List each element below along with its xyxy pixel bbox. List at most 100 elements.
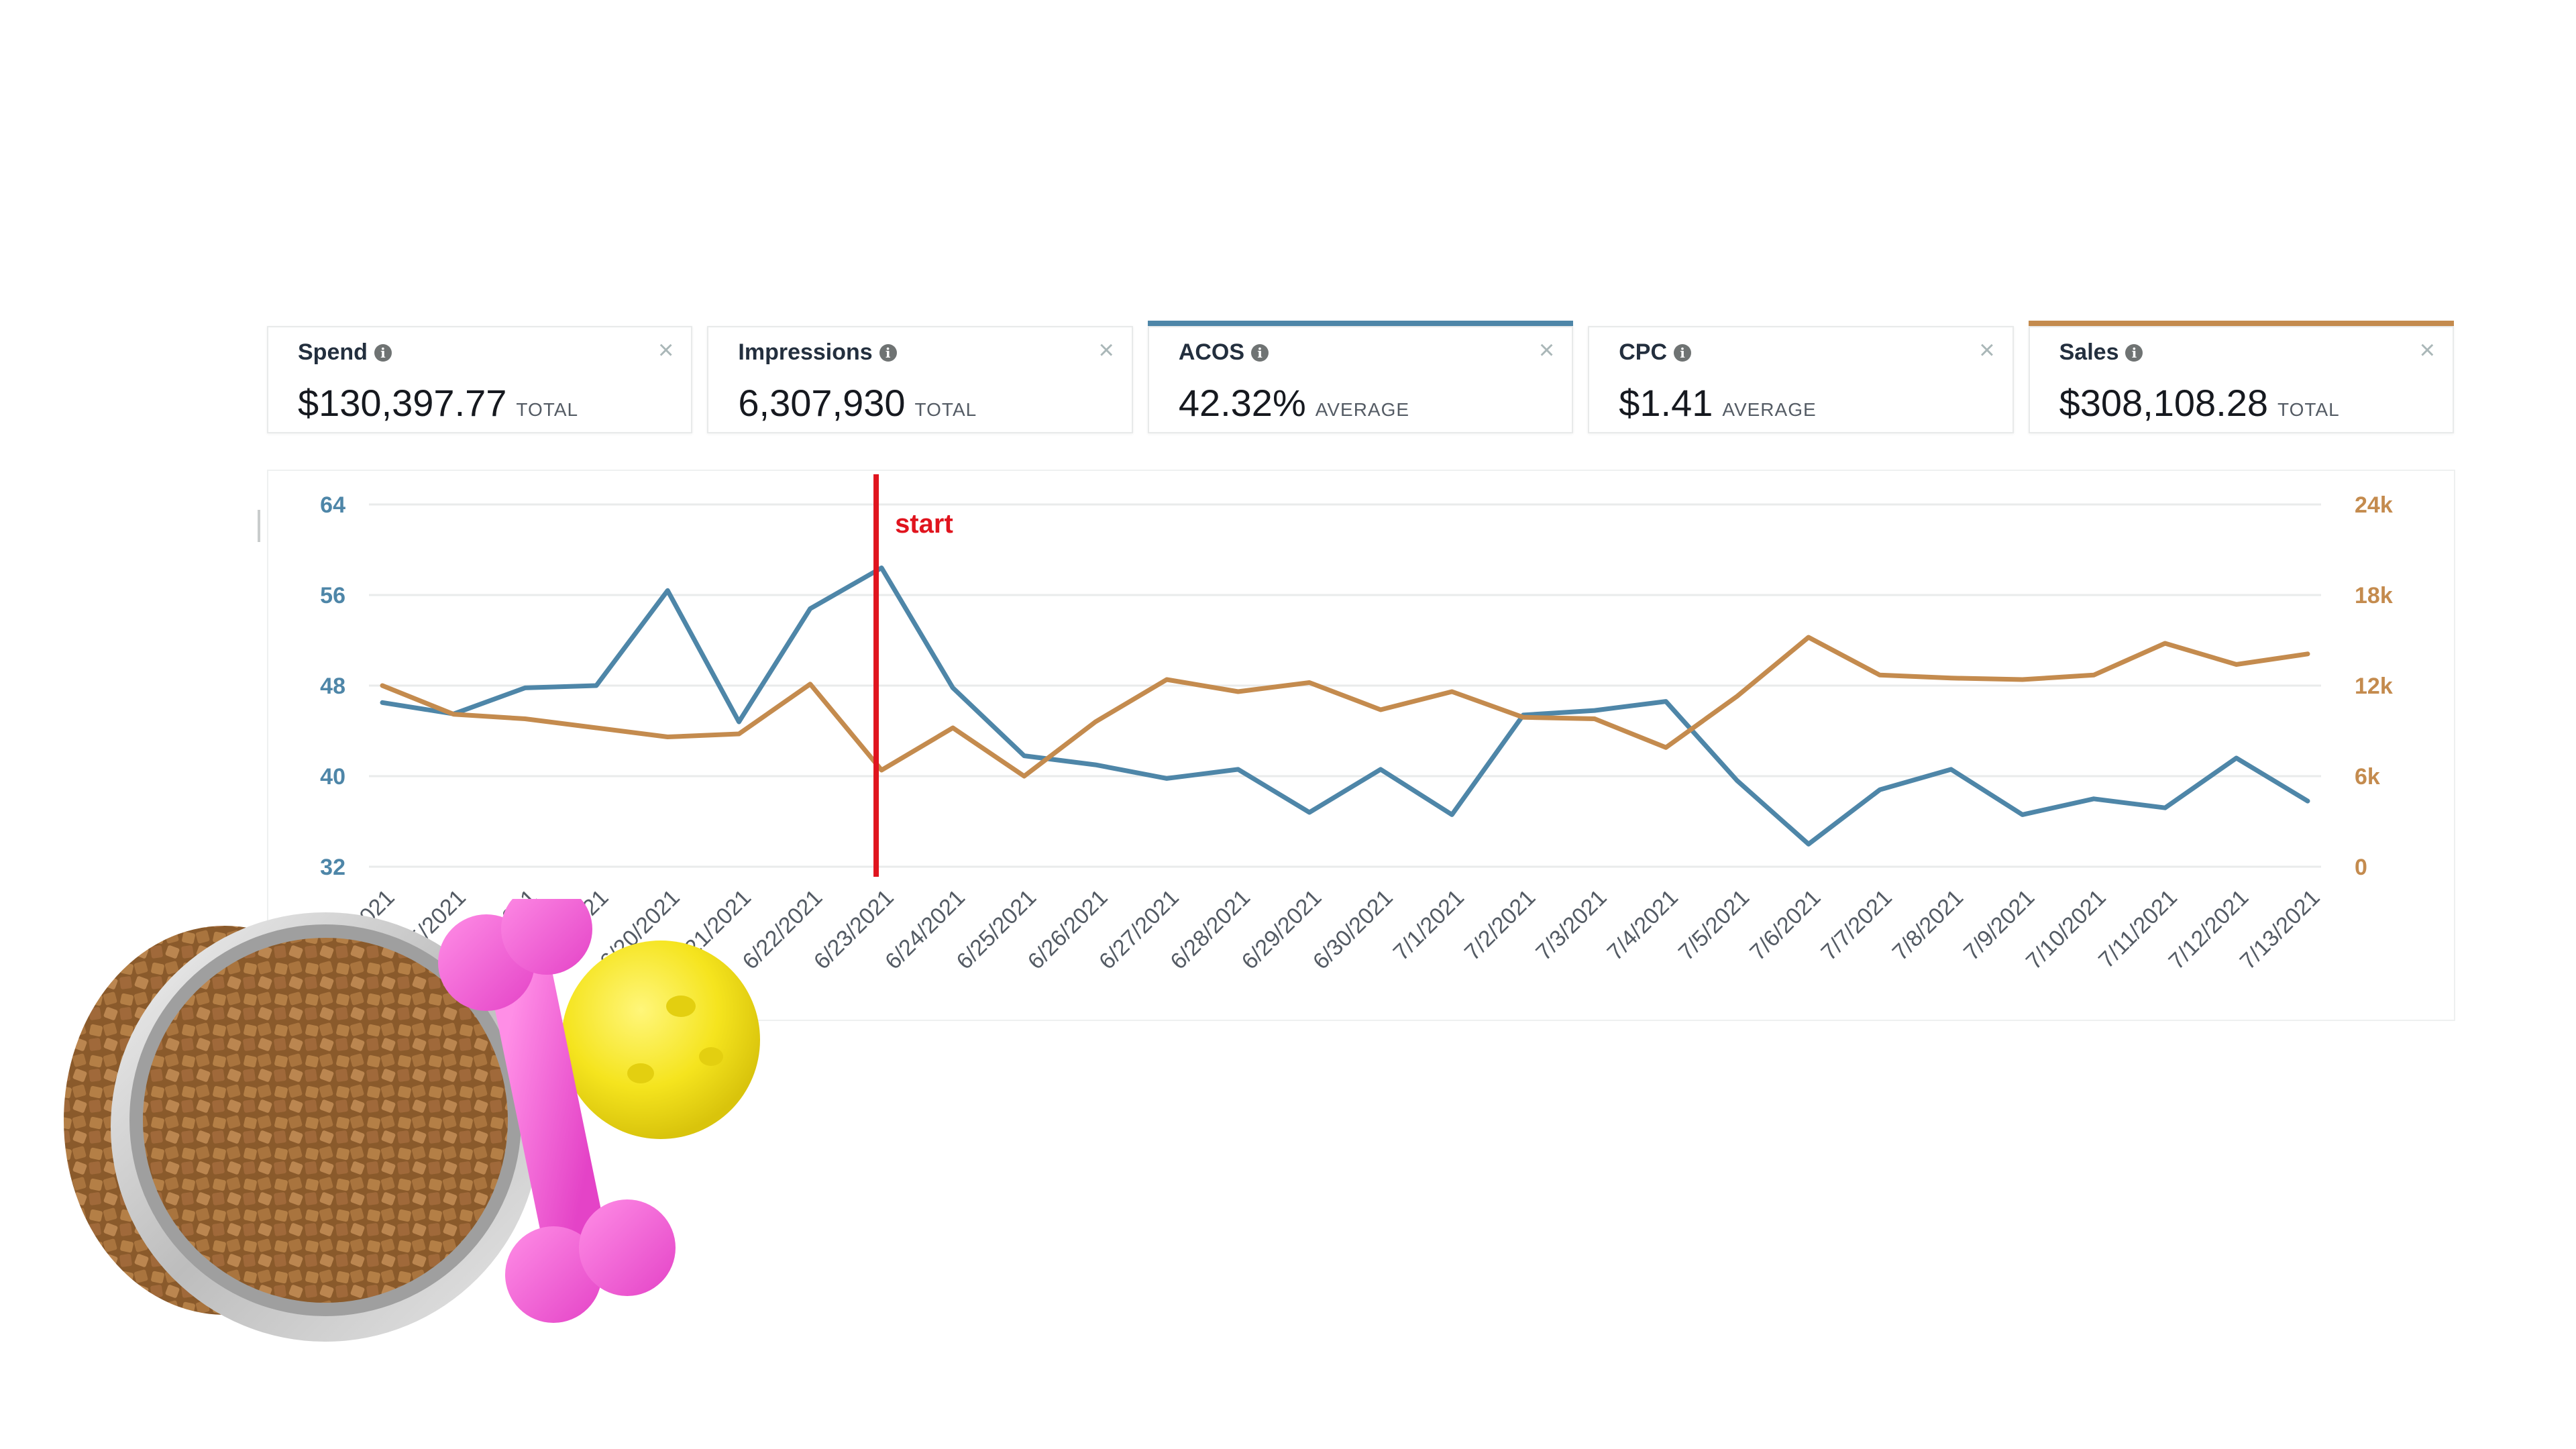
metric-value: $1.41 xyxy=(1619,382,1713,424)
x-axis-tick-label: 7/3/2021 xyxy=(1531,885,1611,965)
data-point-acos xyxy=(2020,812,2025,817)
data-point-sales xyxy=(2306,651,2310,656)
metric-card-acos[interactable]: ACOS i × 42.32% AVERAGE xyxy=(1147,321,1574,433)
metric-card-spend[interactable]: Spend i × $130,397.77 TOTAL xyxy=(267,326,693,433)
data-point-sales xyxy=(2092,673,2096,678)
data-point-sales xyxy=(594,726,598,730)
data-point-sales xyxy=(1806,635,1811,639)
data-point-acos xyxy=(808,606,812,611)
info-icon[interactable]: i xyxy=(1251,343,1269,362)
data-point-sales xyxy=(1593,716,1597,721)
x-axis-tick-label: 7/5/2021 xyxy=(1674,885,1754,965)
right-axis-tick-label: 24k xyxy=(2355,492,2393,518)
left-axis-tick-label: 48 xyxy=(320,674,345,699)
data-point-acos xyxy=(879,566,884,570)
metric-aggregation: TOTAL xyxy=(516,399,579,420)
metric-value: 6,307,930 xyxy=(738,382,906,424)
info-icon[interactable]: i xyxy=(879,343,897,362)
data-point-acos xyxy=(1664,699,1668,704)
data-point-sales xyxy=(451,712,456,716)
metric-aggregation: AVERAGE xyxy=(1315,399,1410,420)
data-point-sales xyxy=(1165,678,1169,682)
close-icon[interactable]: × xyxy=(1979,335,1995,365)
data-point-sales xyxy=(1379,708,1383,712)
x-axis-tick-label: 7/4/2021 xyxy=(1603,885,1683,965)
data-point-acos xyxy=(594,684,598,688)
metric-value-row: $308,108.28 TOTAL xyxy=(2059,381,2340,425)
data-point-acos xyxy=(1093,763,1097,767)
x-axis-tick-label: 7/7/2021 xyxy=(1816,885,1896,965)
right-axis-tick-label: 18k xyxy=(2355,583,2393,608)
panel-resize-handle[interactable] xyxy=(258,510,260,542)
pink-bone-toy xyxy=(438,899,676,1323)
data-point-acos xyxy=(1593,708,1597,713)
data-point-acos xyxy=(1878,788,1882,792)
metric-header: Sales i xyxy=(2059,339,2143,366)
data-point-acos xyxy=(1236,767,1240,771)
metric-name: Sales xyxy=(2059,339,2119,365)
data-point-acos xyxy=(951,686,955,690)
series-line-sales xyxy=(380,635,2310,779)
metric-value: $308,108.28 xyxy=(2059,382,2269,424)
close-icon[interactable]: × xyxy=(1538,335,1555,365)
metric-cards: Spend i × $130,397.77 TOTAL Impressions i × 6,30… xyxy=(267,321,2455,436)
metric-card-sales[interactable]: Sales i × $308,108.28 TOTAL xyxy=(2028,321,2455,433)
chart-panel: 6424k5618k4812k406k3206/14/20216/15/2021… xyxy=(267,470,2455,1021)
metric-card-impressions[interactable]: Impressions i × 6,307,930 TOTAL xyxy=(707,326,1133,433)
left-axis-tick-label: 64 xyxy=(320,492,345,518)
metric-accent-bar xyxy=(707,321,1132,326)
right-axis-tick-label: 0 xyxy=(2355,855,2367,880)
close-icon[interactable]: × xyxy=(1098,335,1114,365)
x-axis-tick-label: 7/6/2021 xyxy=(1745,885,1825,965)
data-point-acos xyxy=(2234,756,2239,760)
metric-aggregation: TOTAL xyxy=(914,399,977,420)
data-point-sales xyxy=(879,768,884,772)
metric-header: Impressions i xyxy=(738,339,897,366)
metric-accent-bar xyxy=(2028,321,2455,326)
data-point-acos xyxy=(1022,753,1026,758)
metric-name: CPC xyxy=(1619,339,1668,365)
data-point-acos xyxy=(1450,812,1454,817)
metric-header: Spend i xyxy=(298,339,392,366)
data-point-acos xyxy=(523,686,527,690)
data-point-acos xyxy=(2163,806,2167,810)
metric-header: ACOS i xyxy=(1179,339,1269,366)
info-icon[interactable]: i xyxy=(1674,343,1692,362)
data-point-acos xyxy=(2306,799,2310,804)
info-icon[interactable]: i xyxy=(374,343,392,362)
data-point-acos xyxy=(1949,767,1953,771)
data-point-sales xyxy=(1307,680,1311,685)
data-point-sales xyxy=(1949,676,1953,680)
data-point-sales xyxy=(1521,715,1525,720)
metric-accent-bar xyxy=(267,321,692,326)
dog-food-bowl-with-toys-image xyxy=(64,899,760,1342)
info-icon[interactable]: i xyxy=(2125,343,2143,362)
data-point-sales xyxy=(1236,690,1240,694)
data-point-sales xyxy=(1664,745,1668,750)
metric-value-row: 42.32% AVERAGE xyxy=(1179,381,1409,425)
left-axis-tick-label: 56 xyxy=(320,583,345,608)
data-point-acos xyxy=(1735,778,1739,783)
metric-value-row: 6,307,930 TOTAL xyxy=(738,381,977,425)
close-icon[interactable]: × xyxy=(2419,335,2436,365)
metric-aggregation: AVERAGE xyxy=(1722,399,1817,420)
x-axis-tick-label: 7/1/2021 xyxy=(1389,885,1469,965)
left-axis-tick-label: 40 xyxy=(320,764,345,790)
data-point-sales xyxy=(1450,690,1454,694)
food-bowl xyxy=(111,912,540,1342)
data-point-sales xyxy=(2234,662,2239,667)
metric-name: Impressions xyxy=(738,339,873,365)
data-point-sales xyxy=(808,682,812,686)
data-point-sales xyxy=(951,726,955,730)
x-axis-tick-label: 7/2/2021 xyxy=(1460,885,1540,965)
data-point-sales xyxy=(2020,678,2025,682)
close-icon[interactable]: × xyxy=(658,335,674,365)
left-axis-tick-label: 32 xyxy=(320,855,345,880)
data-point-sales xyxy=(1878,673,1882,678)
yellow-ball-toy xyxy=(561,941,760,1139)
metric-aggregation: TOTAL xyxy=(2277,399,2340,420)
x-axis-tick-label: 7/8/2021 xyxy=(1888,885,1968,965)
data-point-acos xyxy=(1806,842,1811,847)
metric-card-cpc[interactable]: CPC i × $1.41 AVERAGE xyxy=(1588,326,2014,433)
metric-value: $130,397.77 xyxy=(298,382,507,424)
